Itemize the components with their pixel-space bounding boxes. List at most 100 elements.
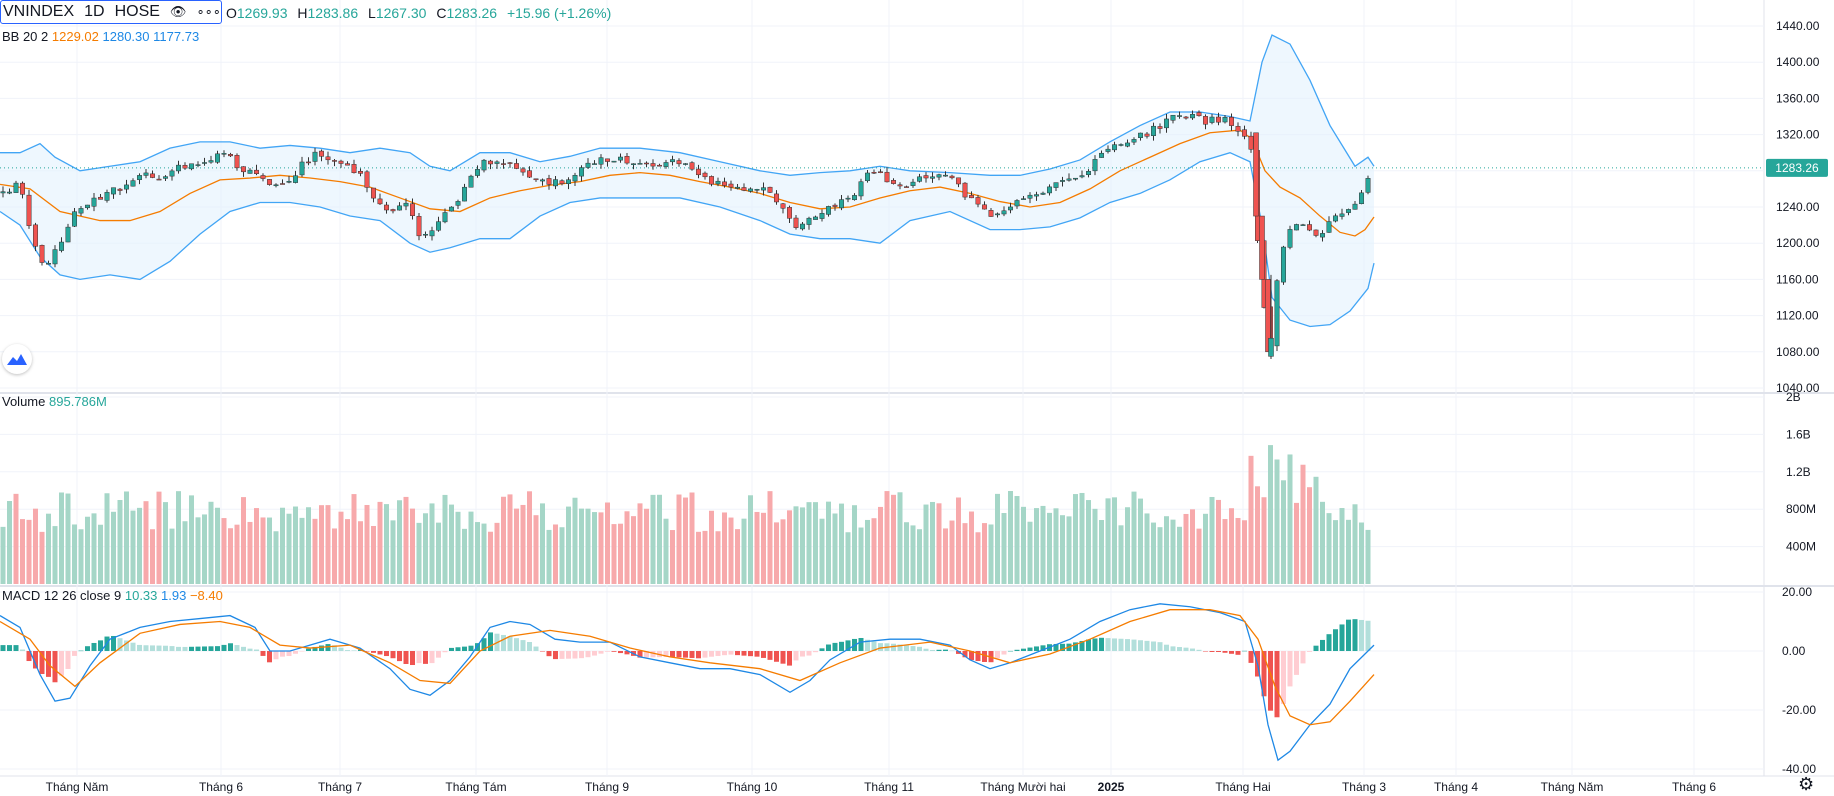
candle-body (884, 171, 890, 183)
candle-body (832, 204, 838, 207)
volume-bar (592, 512, 597, 584)
macd-histogram-bar (403, 651, 409, 664)
macd-histogram-bar (1242, 650, 1247, 652)
macd-histogram-bar (429, 651, 435, 664)
time-tick-label: Tháng Mười hai (980, 780, 1065, 794)
macd-histogram-bar (923, 648, 929, 651)
macd-histogram-bar (819, 648, 825, 651)
candle-body (254, 169, 259, 174)
symbol-search-button[interactable]: VNINDEX 1D HOSE 👁 ∘∘∘ (0, 0, 222, 24)
macd-histogram-bar (91, 642, 97, 651)
macd-legend[interactable]: MACD 12 26 close 9 10.33 1.93 −8.40 (2, 588, 223, 604)
candle-body (1027, 194, 1033, 199)
macd-histogram-bar (1060, 643, 1065, 651)
candle-body (748, 188, 753, 192)
volume-bar (273, 531, 279, 584)
volume-bar (1034, 508, 1039, 584)
interval-label: 1D (84, 3, 105, 20)
macd-histogram-bar (390, 651, 396, 659)
bb-fill-area (0, 35, 1374, 327)
candle-body (176, 164, 181, 172)
volume-bar (189, 495, 194, 584)
volume-bar (767, 491, 773, 584)
volume-bar (1008, 491, 1013, 584)
volume-bar (1235, 517, 1241, 584)
candle-body (52, 249, 58, 265)
change-value: +15.96 (+1.26%) (506, 5, 612, 21)
volume-bar (59, 492, 64, 584)
volume-bar (241, 497, 246, 584)
volume-bar (358, 521, 363, 584)
more-dots-icon[interactable]: ∘∘∘ (196, 4, 221, 19)
macd-histogram-bar (1034, 646, 1039, 651)
macd-histogram-bar (553, 651, 558, 660)
volume-bar (436, 522, 441, 584)
price-tick-label: 1360.00 (1776, 91, 1820, 105)
macd-histogram-bar (1274, 651, 1280, 718)
volume-bar (488, 531, 493, 584)
volume-bar (254, 508, 259, 584)
volume-bar (852, 505, 857, 584)
volume-bar (754, 511, 760, 584)
macd-histogram-bar (384, 651, 389, 657)
volume-bar (1060, 515, 1065, 584)
macd-histogram-bar (176, 646, 181, 651)
candle-body (273, 184, 279, 187)
candle-body (1333, 215, 1338, 222)
macd-histogram-bar (897, 644, 903, 651)
volume-bar (111, 511, 116, 584)
gear-icon[interactable]: ⚙ (1798, 774, 1815, 794)
macd-histogram-bar (930, 649, 935, 651)
volume-bar (917, 529, 922, 584)
time-tick-label: Tháng 7 (318, 780, 362, 794)
macd-histogram-bar (735, 651, 740, 656)
macd-histogram-bar (969, 651, 974, 661)
volume-bar (1190, 509, 1195, 584)
volume-bar (202, 514, 207, 584)
candle-body (813, 216, 818, 220)
macd-histogram-bar (280, 651, 285, 657)
macd-histogram-bar (1203, 651, 1208, 652)
macd-histogram-bar (845, 640, 851, 651)
candle-body (78, 208, 84, 214)
volume-bar (462, 528, 467, 584)
price-tick-label: 1400.00 (1776, 55, 1820, 69)
eye-icon[interactable]: 👁 (169, 4, 187, 19)
volume-bar (644, 508, 649, 584)
candle-body (65, 226, 71, 243)
volume-bar (267, 517, 272, 584)
volume-bar (449, 504, 454, 584)
volume-bar (1203, 513, 1208, 584)
volume-tick-label: 1.6B (1786, 427, 1811, 441)
macd-histogram-bar (1040, 645, 1046, 651)
bb-upper-value: 1280.30 (102, 29, 150, 44)
volume-bar (117, 500, 123, 584)
volume-bar (39, 531, 45, 584)
volume-tick-label: 2B (1786, 390, 1801, 404)
macd-histogram-bar (995, 651, 1000, 659)
candle-body (910, 181, 916, 186)
volume-bar (1040, 505, 1046, 584)
tradingview-logo-icon[interactable] (2, 344, 32, 374)
candle-body (1320, 233, 1325, 238)
candle-body (1268, 337, 1274, 357)
candle-body (46, 263, 51, 265)
volume-bar (605, 502, 610, 584)
candle-body (410, 203, 415, 216)
volume-legend[interactable]: Volume 895.786M (2, 394, 107, 410)
volume-bar (1248, 455, 1254, 584)
volume-bar (904, 522, 909, 584)
candle-body (611, 160, 617, 163)
macd-histogram-bar (787, 651, 792, 666)
macd-histogram-bar (507, 636, 513, 651)
macd-histogram-bar (1229, 651, 1234, 654)
candle-body (702, 172, 708, 178)
candle-body (670, 159, 675, 163)
bb-legend[interactable]: BB 20 2 1229.02 1280.30 1177.73 (2, 29, 199, 45)
volume-bar (20, 519, 25, 584)
volume-tick-label: 800M (1786, 502, 1816, 516)
low-value: 1267.30 (375, 5, 427, 21)
candle-body (403, 202, 409, 207)
volume-bar (813, 502, 818, 584)
